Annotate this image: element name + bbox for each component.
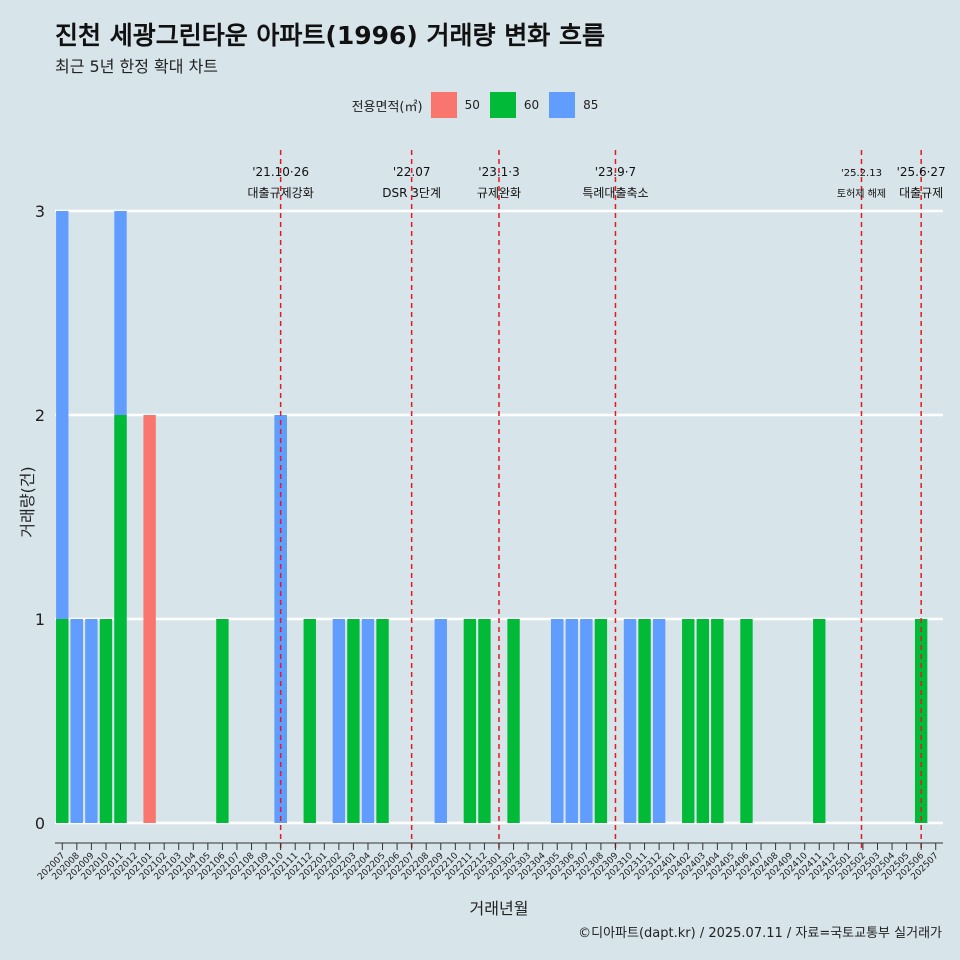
legend-item-85: 85 — [549, 92, 598, 118]
legend-item-60: 60 — [489, 92, 540, 118]
bar-202312-85 — [652, 619, 666, 823]
bar-202306-85 — [565, 619, 578, 823]
event-label-1: DSR 3단계 — [382, 186, 441, 200]
bar-202007-60 — [56, 619, 69, 823]
bar-202404-60 — [711, 619, 724, 823]
legend: 전용면적(㎡) 50 60 85 — [0, 92, 960, 118]
bar-202402-60 — [682, 619, 695, 823]
bar-202203-60 — [347, 619, 360, 823]
bar-202305-85 — [551, 619, 564, 823]
bar-202009-85 — [85, 619, 98, 823]
event-label-2: 규제완화 — [477, 186, 521, 200]
bar-202011-60 — [114, 415, 127, 823]
bar-202308-60 — [594, 619, 608, 823]
bar-202204-85 — [361, 619, 375, 823]
bar-202008-85 — [70, 619, 84, 823]
bar-202311-60 — [638, 619, 651, 823]
y-axis-title: 거래량(건) — [18, 466, 37, 537]
x-axis-title: 거래년월 — [470, 899, 529, 918]
legend-item-50: 50 — [430, 92, 480, 118]
event-date-0: '21.10·26 — [252, 165, 309, 179]
bar-202302-60 — [507, 619, 520, 823]
legend-swatch-85 — [549, 92, 576, 118]
bar-202101-50 — [143, 415, 156, 823]
y-tick-label-0: 0 — [35, 814, 45, 833]
legend-title: 전용면적(㎡) — [351, 99, 423, 115]
y-tick-label-2: 2 — [35, 406, 45, 425]
event-date-4: '25.2.13 — [841, 168, 882, 179]
bar-202310-85 — [623, 619, 637, 823]
bar-202202-85 — [332, 619, 346, 823]
legend-swatch-50 — [430, 92, 457, 118]
bar-202112-60 — [303, 619, 316, 823]
y-tick-label-3: 3 — [35, 202, 45, 221]
bar-202010-60 — [99, 619, 113, 823]
bar-202106-60 — [216, 619, 229, 823]
bar-202211-60 — [463, 619, 477, 823]
chart-title: 진천 세광그린타운 아파트(1996) 거래량 변화 흐름 — [55, 21, 605, 50]
legend-label-85: 85 — [583, 98, 599, 112]
event-date-3: '23.9·7 — [595, 165, 636, 179]
y-tick-label-1: 1 — [35, 610, 45, 629]
event-label-0: 대출규제강화 — [248, 186, 314, 200]
bar-202406-60 — [740, 619, 753, 823]
event-date-1: '22.07 — [393, 165, 431, 179]
event-label-4: 토허제 해제 — [837, 187, 886, 200]
bar-202307-85 — [580, 619, 593, 823]
source-caption: ©디아파트(dapt.kr) / 2025.07.11 / 자료=국토교통부 실… — [578, 926, 942, 941]
event-label-5: 대출규제 — [899, 186, 943, 200]
event-date-2: '23.1·3 — [478, 165, 519, 179]
event-date-5: '25.6·27 — [897, 165, 946, 179]
bar-202403-60 — [696, 619, 709, 823]
event-label-3: 특례대출축소 — [582, 186, 648, 200]
bar-202411-60 — [813, 619, 826, 823]
bar-202209-85 — [434, 619, 447, 823]
legend-swatch-60 — [489, 92, 516, 118]
chart-subtitle: 최근 5년 한정 확대 차트 — [55, 57, 219, 76]
bar-202212-60 — [478, 619, 491, 823]
legend-label-50: 50 — [464, 98, 480, 112]
legend-label-60: 60 — [523, 98, 540, 112]
bar-202205-60 — [376, 619, 389, 823]
